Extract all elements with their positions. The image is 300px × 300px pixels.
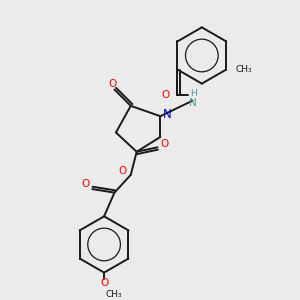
Text: O: O	[161, 139, 169, 149]
Text: O: O	[82, 179, 90, 189]
Text: H: H	[190, 89, 197, 98]
Text: O: O	[161, 90, 169, 100]
Text: O: O	[100, 278, 108, 288]
Text: CH₃: CH₃	[235, 65, 252, 74]
Text: O: O	[118, 166, 127, 176]
Text: CH₃: CH₃	[106, 290, 122, 299]
Text: O: O	[109, 79, 117, 89]
Text: N: N	[163, 108, 171, 121]
Text: N: N	[189, 98, 196, 108]
